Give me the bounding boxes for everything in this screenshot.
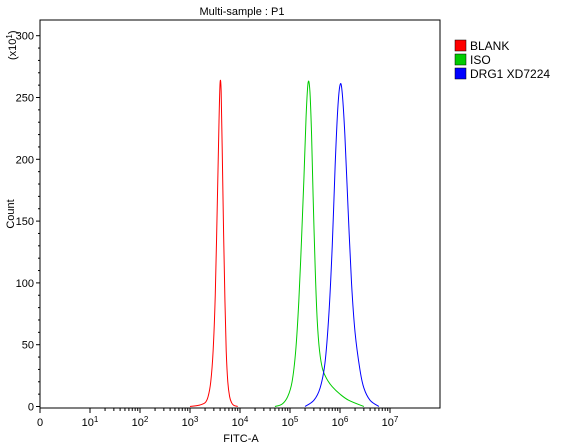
series-line-1 [189, 79, 238, 407]
y-tick-label: 200 [16, 154, 34, 166]
x-tick-base: 10 [82, 417, 94, 429]
x-tick-exp: 7 [394, 415, 399, 424]
x-tick-base: 10 [282, 417, 294, 429]
plot-area-frame [39, 19, 441, 409]
x-tick-label: 107 [382, 415, 399, 430]
x-tick-exp: 6 [344, 415, 349, 424]
y-multiplier-exp: 1 [5, 34, 14, 39]
series-line-3 [304, 83, 380, 407]
series-line-2 [274, 80, 365, 407]
x-tick-base: 10 [332, 417, 344, 429]
x-tick-base: 10 [132, 417, 144, 429]
x-tick-label: 104 [232, 415, 249, 430]
x-tick-label: 0 [37, 417, 43, 429]
series-layer [189, 79, 380, 407]
y-multiplier-label: (x101) [5, 30, 20, 60]
x-tick-base: 10 [382, 417, 394, 429]
x-tick-exp: 2 [144, 415, 149, 424]
legend-swatch [454, 39, 467, 52]
y-tick-label: 50 [22, 340, 34, 352]
x-tick-base: 0 [37, 417, 43, 429]
legend-label: BLANK [470, 39, 509, 53]
x-tick-exp: 3 [194, 415, 199, 424]
y-axis: 0 50 100 150 200 250 300 [16, 31, 40, 414]
y-tick-label: 250 [16, 93, 34, 105]
chart-title: Multi-sample : P1 [200, 6, 285, 18]
x-tick-exp: 5 [294, 415, 299, 424]
x-tick-label: 105 [282, 415, 299, 430]
y-tick-label: 300 [16, 31, 34, 43]
x-tick-label: 101 [82, 415, 99, 430]
x-axis: 0 101 102 103 104 105 106 107 [37, 408, 399, 429]
y-tick-label: 0 [28, 402, 34, 414]
y-multiplier-close: ) [7, 30, 19, 34]
x-axis-label: FITC-A [223, 433, 259, 445]
y-multiplier-base: (x10 [7, 39, 19, 60]
x-tick-base: 10 [182, 417, 194, 429]
y-tick-label: 150 [16, 216, 34, 228]
x-tick-exp: 1 [94, 415, 99, 424]
legend-swatch [454, 53, 467, 66]
x-tick-base: 10 [232, 417, 244, 429]
x-tick-exp: 4 [244, 415, 249, 424]
y-tick-label: 100 [16, 278, 34, 290]
x-tick-label: 103 [182, 415, 199, 430]
legend-label: ISO [470, 53, 491, 67]
x-tick-label: 106 [332, 415, 349, 430]
x-tick-label: 102 [132, 415, 149, 430]
y-axis-label: Count [5, 199, 17, 228]
legend-label: DRG1 XD7224 [470, 67, 550, 81]
legend-swatch [454, 67, 467, 80]
